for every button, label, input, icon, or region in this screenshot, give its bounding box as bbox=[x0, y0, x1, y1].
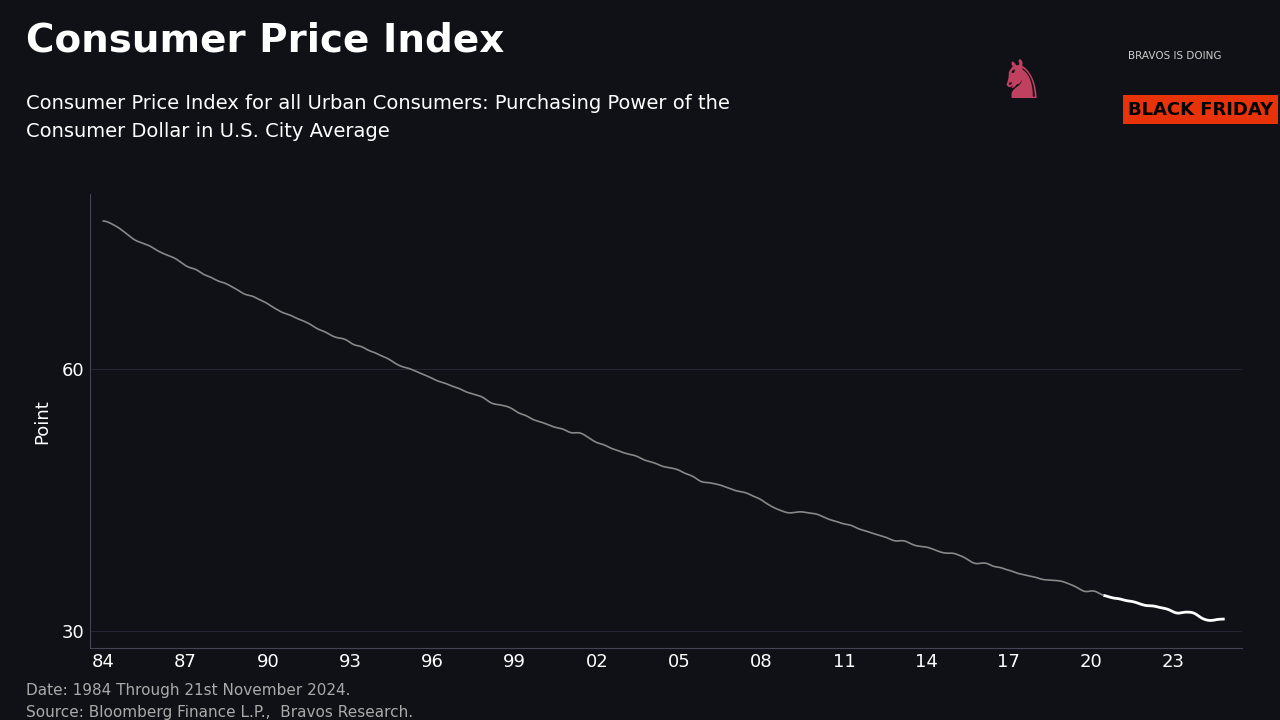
Text: Consumer Price Index: Consumer Price Index bbox=[26, 22, 504, 60]
Text: Consumer Dollar in U.S. City Average: Consumer Dollar in U.S. City Average bbox=[26, 122, 389, 141]
Text: Date: 1984 Through 21st November 2024.: Date: 1984 Through 21st November 2024. bbox=[26, 683, 351, 698]
Text: BLACK FRIDAY: BLACK FRIDAY bbox=[1128, 101, 1274, 119]
Text: Source: Bloomberg Finance L.P.,  Bravos Research.: Source: Bloomberg Finance L.P., Bravos R… bbox=[26, 705, 412, 720]
Text: BRAVOS IS DOING: BRAVOS IS DOING bbox=[1128, 51, 1221, 61]
Text: Consumer Price Index for all Urban Consumers: Purchasing Power of the: Consumer Price Index for all Urban Consu… bbox=[26, 94, 730, 112]
Text: ♞: ♞ bbox=[998, 57, 1044, 109]
Y-axis label: Point: Point bbox=[33, 399, 51, 444]
